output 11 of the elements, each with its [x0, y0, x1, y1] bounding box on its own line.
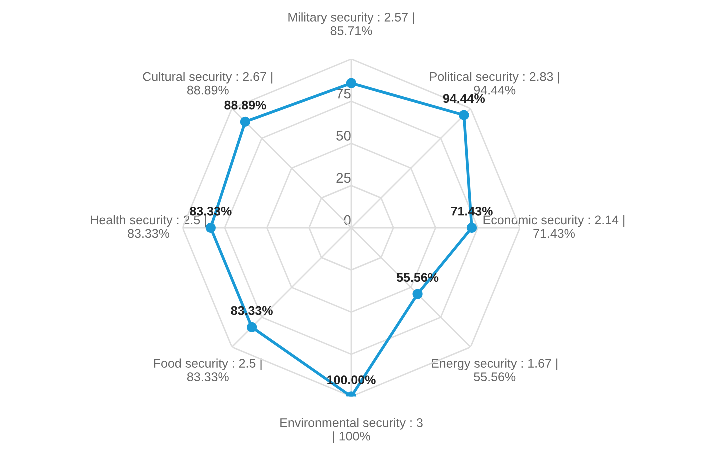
- spoke-label: Energy security : 1.67 | 55.56%: [432, 358, 558, 382]
- data-label: 88.89%: [224, 100, 266, 110]
- y-tick-label: 75: [336, 89, 351, 99]
- y-tick-label: 25: [336, 173, 351, 184]
- spoke-label: Cultural security : 2.67 | 88.89%: [143, 72, 273, 95]
- spoke-label: Economic security : 2.14 | 71.43%: [484, 215, 625, 238]
- y-tick-label: 50: [336, 131, 351, 141]
- spoke-label: Environmental security : 3 | 100%: [280, 418, 423, 444]
- data-label: 94.44%: [443, 94, 486, 104]
- spoke-label: Military security : 2.57 | 85.71%: [288, 12, 414, 36]
- spoke-label: Political security : 2.83 | 94.44%: [430, 72, 560, 95]
